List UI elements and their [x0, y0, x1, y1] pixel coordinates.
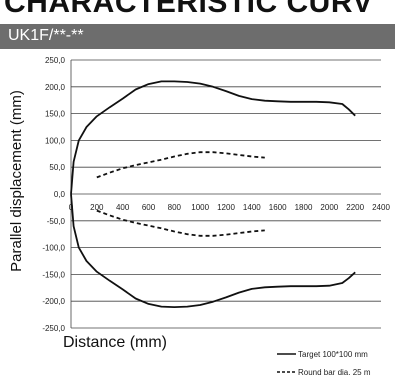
- x-tick-label: 400: [116, 203, 130, 212]
- y-tick-label: -150,0: [42, 270, 65, 279]
- x-tick-label: 1200: [217, 203, 235, 212]
- x-tick-label: 2400: [372, 203, 390, 212]
- legend-label: Round bar dia. 25 m: [298, 368, 371, 377]
- y-tick-label: -200,0: [42, 297, 65, 306]
- series-line-2: [96, 151, 265, 179]
- y-tick-label: -100,0: [42, 244, 65, 253]
- y-tick-label: -250,0: [42, 324, 65, 333]
- x-tick-label: 2000: [320, 203, 338, 212]
- y-tick-label: 50,0: [49, 163, 65, 172]
- model-header-bar: UK1F/**-**: [0, 24, 395, 49]
- model-label: UK1F/**-**: [8, 27, 84, 44]
- x-tick-label: 1600: [269, 203, 287, 212]
- y-tick-label: -50,0: [47, 217, 66, 226]
- characteristic-chart: Parallel displacement (mm) Distance (mm)…: [8, 56, 390, 377]
- y-tick-label: 250,0: [45, 56, 66, 65]
- x-tick-label: 1000: [191, 203, 209, 212]
- y-tick-label: 150,0: [45, 110, 66, 119]
- page-title-text: CHARACTERISTIC CURV: [4, 0, 373, 19]
- series-line-0: [70, 80, 356, 195]
- x-tick-label: 600: [142, 203, 156, 212]
- y-tick-label: 0,0: [54, 190, 66, 199]
- x-axis-label: Distance (mm): [63, 334, 167, 351]
- x-tick-label: 1400: [243, 203, 261, 212]
- x-tick-label: 200: [90, 203, 104, 212]
- x-tick-label: 800: [168, 203, 182, 212]
- y-axis-label: Parallel displacement (mm): [8, 90, 25, 272]
- x-tick-label: 2200: [346, 203, 364, 212]
- series-line-1: [70, 193, 356, 308]
- series-line-3: [96, 209, 265, 237]
- page-title: CHARACTERISTIC CURV: [0, 0, 395, 20]
- y-tick-label: 100,0: [45, 136, 66, 145]
- legend-label: Target 100*100 mm: [298, 350, 368, 359]
- x-tick-label: 1800: [295, 203, 313, 212]
- y-tick-label: 200,0: [45, 83, 66, 92]
